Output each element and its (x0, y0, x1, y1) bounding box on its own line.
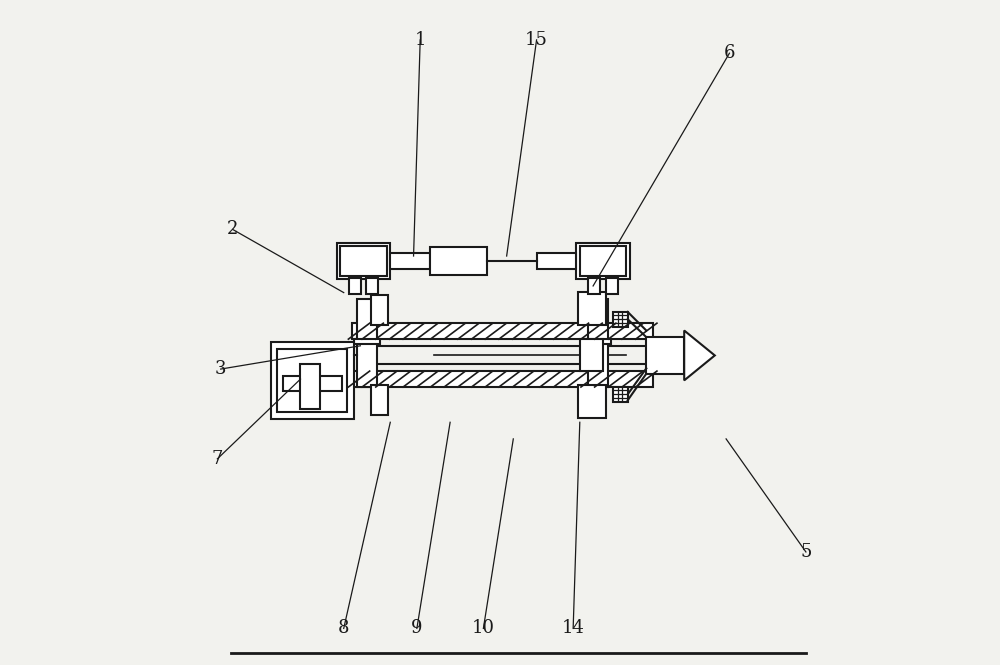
Bar (277, 349, 347, 412)
Text: 5: 5 (800, 543, 812, 561)
Bar (584, 339, 611, 344)
Bar (613, 312, 628, 327)
Text: 2: 2 (227, 220, 238, 239)
Bar (337, 243, 390, 279)
Bar (349, 278, 361, 294)
Text: 9: 9 (411, 619, 423, 638)
Bar (340, 246, 387, 276)
Bar (300, 364, 320, 409)
Bar (283, 376, 342, 391)
Bar (646, 337, 684, 374)
Bar (578, 292, 606, 325)
Bar (578, 385, 606, 418)
Bar (430, 247, 487, 275)
Bar (352, 323, 653, 339)
Bar (580, 246, 626, 276)
Text: 10: 10 (472, 619, 495, 638)
Bar (357, 299, 377, 387)
Bar (390, 253, 430, 269)
Bar (371, 295, 388, 325)
Text: 6: 6 (724, 44, 735, 63)
Bar (537, 253, 576, 269)
Text: 8: 8 (338, 619, 349, 638)
Text: 14: 14 (562, 619, 585, 638)
Text: 15: 15 (525, 31, 548, 49)
Bar (576, 243, 630, 279)
Bar (588, 299, 608, 387)
Text: 3: 3 (215, 360, 226, 378)
Text: 7: 7 (212, 450, 223, 468)
Bar (352, 371, 653, 387)
Polygon shape (684, 331, 715, 380)
Text: 1: 1 (414, 31, 426, 49)
Bar (588, 278, 600, 294)
Bar (366, 278, 378, 294)
Bar (580, 339, 603, 371)
Bar (613, 387, 628, 402)
Bar (271, 342, 354, 419)
Bar (606, 278, 618, 294)
Bar (371, 385, 388, 415)
Bar (354, 339, 380, 344)
